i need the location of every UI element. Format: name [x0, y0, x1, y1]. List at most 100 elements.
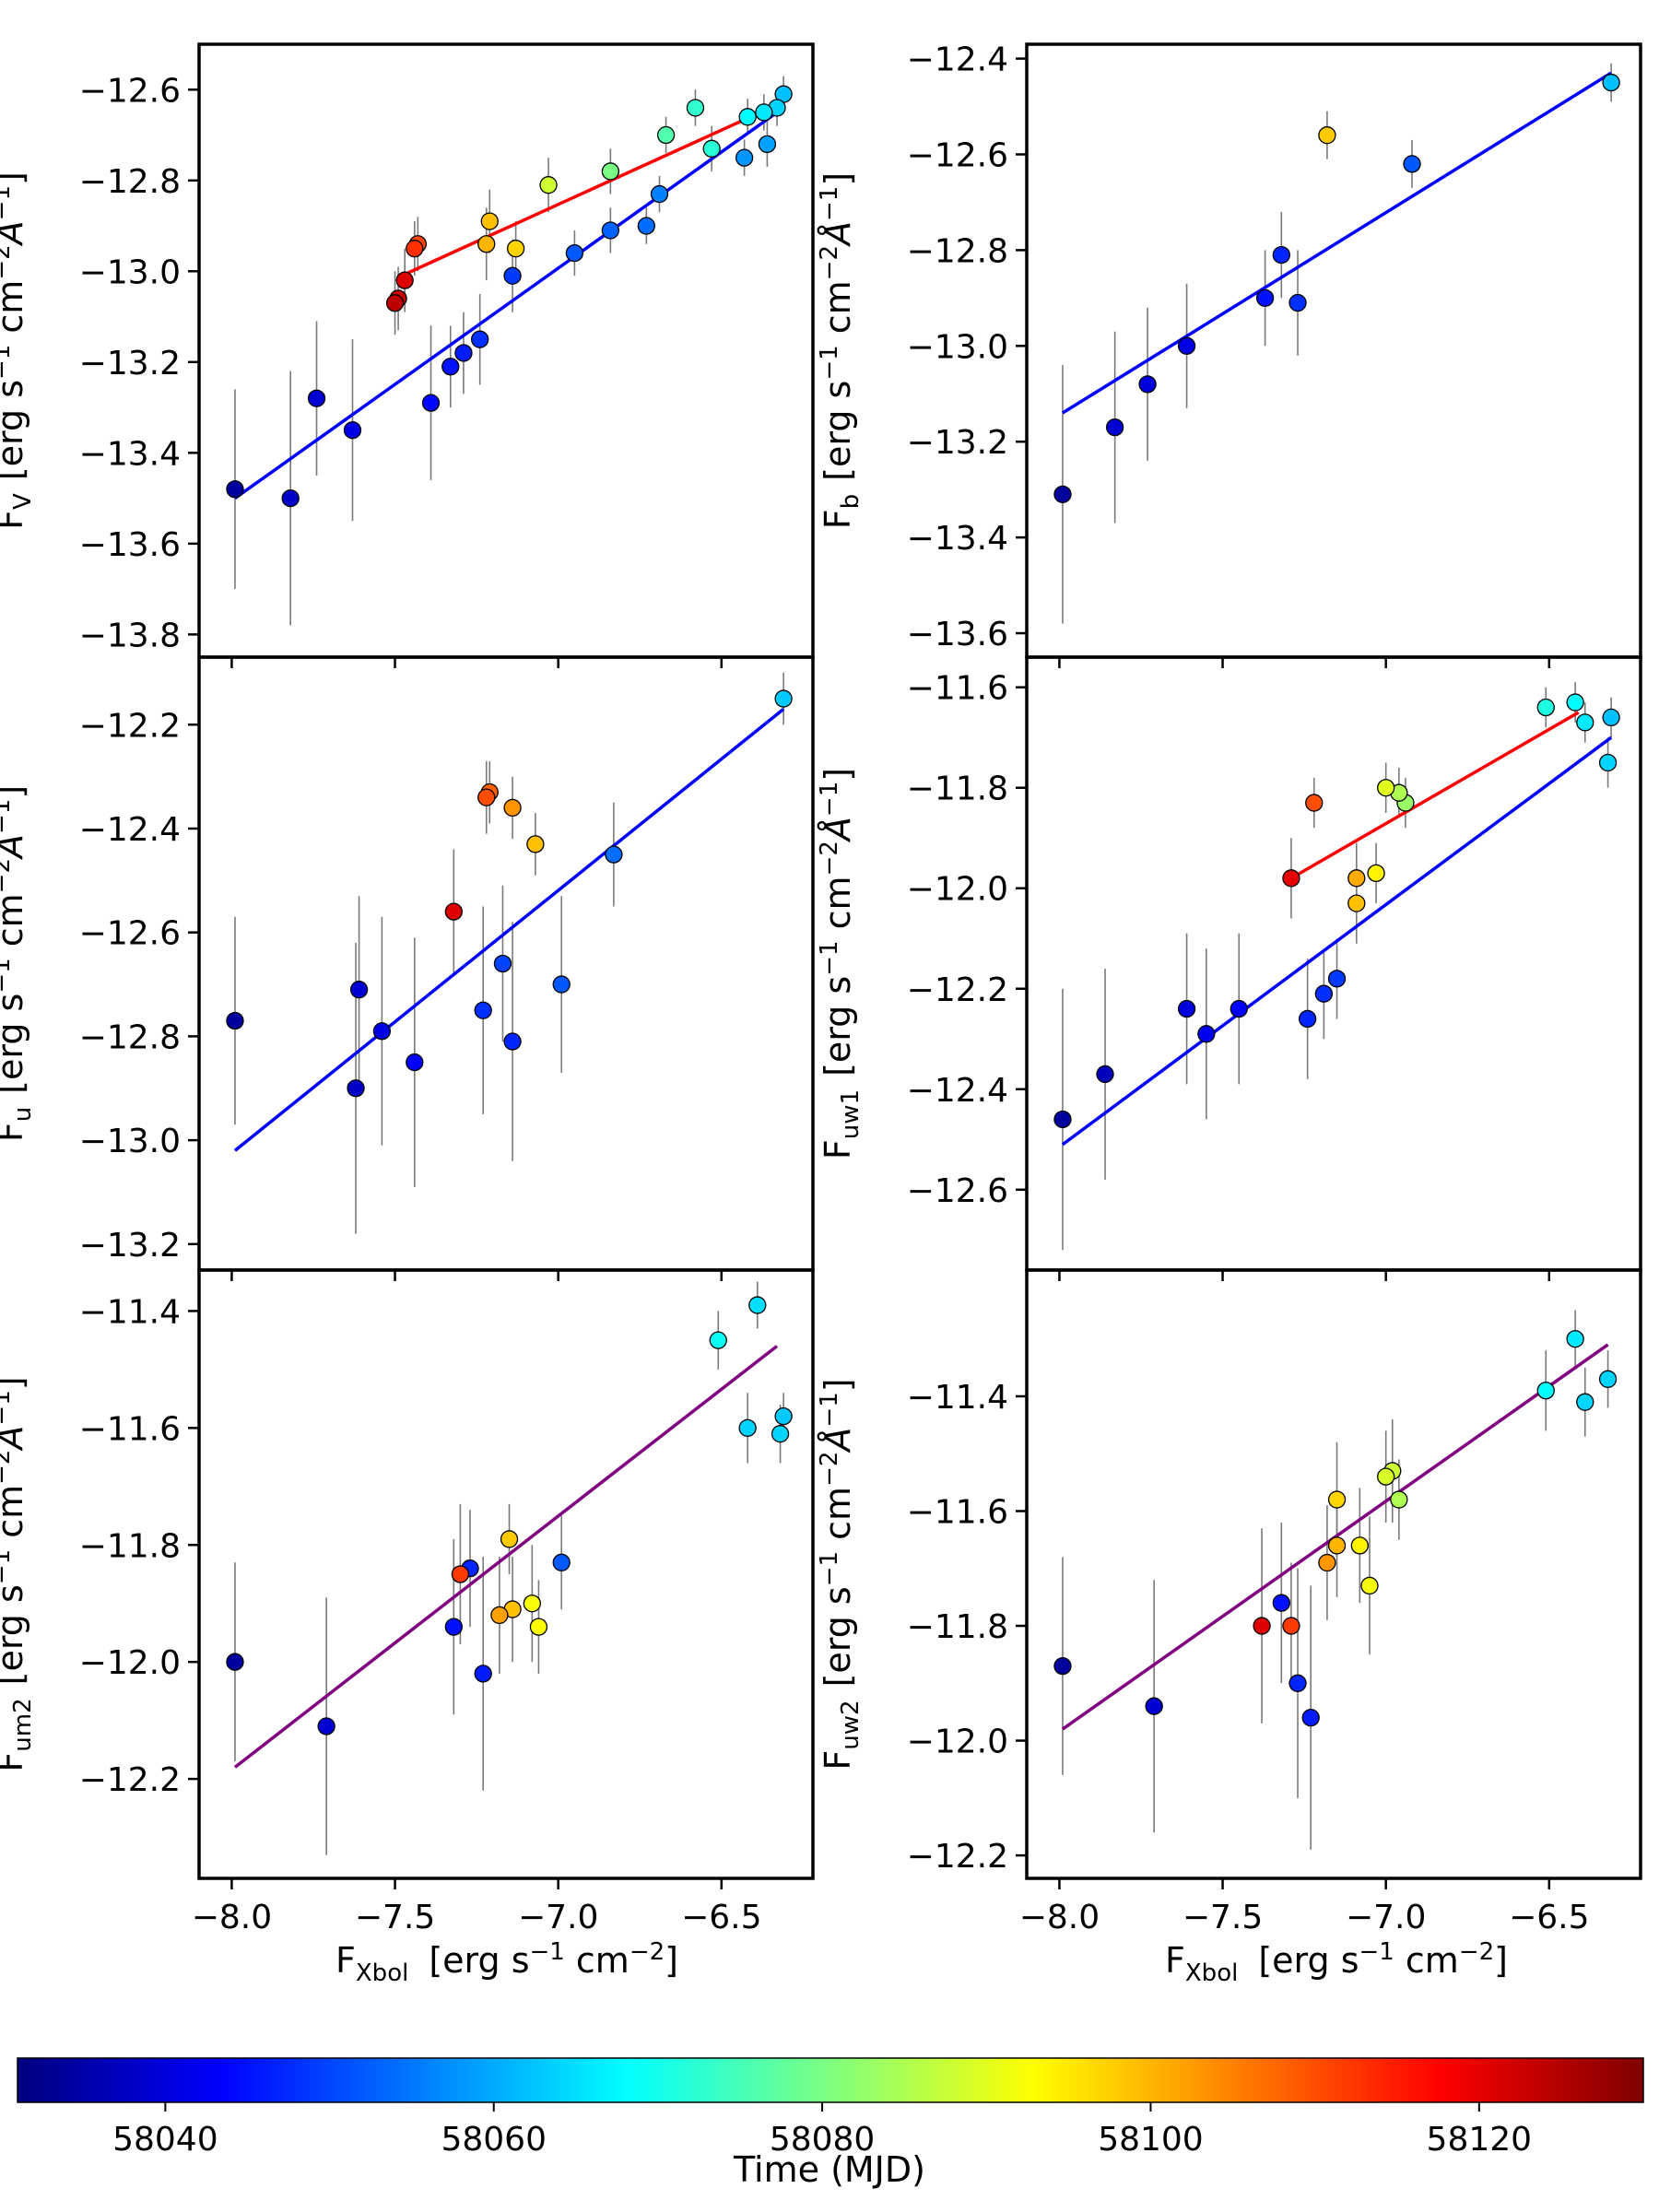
x-tick-label: −7.5: [355, 1899, 435, 1936]
data-point: [1299, 1009, 1317, 1029]
data-point: [774, 1407, 793, 1426]
y-tick-label: −13.0: [907, 328, 1008, 366]
y-tick-label: −12.6: [79, 72, 181, 110]
data-point: [406, 240, 424, 258]
data-point: [565, 243, 584, 263]
data-point: [281, 488, 300, 508]
fit-line: [400, 106, 771, 277]
data-point: [372, 1022, 392, 1041]
y-tick-label: −11.8: [79, 1527, 181, 1565]
y-tick-label: −11.8: [907, 771, 1008, 808]
data-point: [477, 788, 496, 806]
data-point: [1177, 336, 1196, 355]
data-point: [1576, 713, 1594, 732]
y-tick-label: −13.4: [907, 520, 1008, 558]
panel-f-um2: −12.2 −12.0 −11.8 −11.6 −11.4 −8.0 −7.5 −7.0 −6.…: [0, 1268, 815, 1936]
x-axis-label-right: FXbol [erg s−1 cm−2]: [1165, 1938, 1508, 1987]
y-axis-label: FV[erg s−1 cm−2Å−1]: [0, 171, 37, 530]
data-point: [1272, 245, 1290, 265]
data-point: [503, 1032, 522, 1051]
data-point: [503, 266, 522, 285]
y-tick-label: −11.8: [907, 1608, 1008, 1646]
data-point: [343, 421, 362, 440]
data-point: [1318, 1553, 1336, 1572]
y-tick-label: −12.8: [79, 1018, 181, 1056]
data-point: [650, 184, 669, 204]
data-point: [226, 480, 244, 499]
x-axis-label-left: FXbol [erg s−1 cm−2]: [335, 1938, 678, 1987]
y-tick-label: −12.2: [79, 707, 181, 745]
y-tick-label: −12.0: [907, 871, 1008, 909]
data-point: [1288, 293, 1307, 312]
fit-line: [1062, 71, 1613, 415]
y-tick-label: −13.2: [79, 345, 181, 382]
data-point: [601, 221, 620, 240]
colorbar-label: Time (MJD): [733, 2149, 925, 2190]
data-point: [1377, 779, 1395, 797]
data-point: [748, 1296, 767, 1314]
data-point: [1230, 999, 1248, 1018]
data-point: [702, 139, 721, 158]
data-point: [774, 689, 793, 708]
y-tick-label: −12.2: [907, 1838, 1008, 1876]
y-tick-label: −11.6: [907, 670, 1008, 708]
data-point: [444, 1618, 463, 1636]
colorbar-gradient: [17, 2057, 1644, 2103]
plot-frame: [1025, 1268, 1642, 1880]
y-tick-label: −12.0: [907, 1724, 1008, 1761]
y-tick-label: −13.4: [79, 435, 181, 473]
data-point: [1197, 1025, 1216, 1043]
data-point: [686, 99, 705, 117]
data-point: [1403, 155, 1421, 173]
colorbar-tick-label: 58060: [441, 2121, 547, 2159]
data-point: [755, 103, 773, 122]
data-point: [1377, 1467, 1395, 1486]
data-point: [317, 1717, 335, 1735]
y-axis-label: Fum2[erg s−1 cm−2Å−1]: [0, 1376, 37, 1771]
fit-line: [233, 106, 785, 500]
data-point: [735, 148, 754, 167]
y-tick-label: −13.2: [79, 1227, 181, 1265]
y-tick-label: −13.6: [79, 526, 181, 564]
data-point: [1145, 1697, 1163, 1715]
y-tick-label: −12.6: [907, 136, 1008, 174]
panel-f-uw1: −12.6 −12.4 −12.2 −12.0 −11.8 −11.6 Fuw1[erg s…: [816, 655, 1642, 1281]
data-point: [1602, 708, 1620, 727]
data-point: [1288, 1674, 1307, 1692]
data-point: [1053, 1110, 1072, 1129]
colorbar-tick-label: 58100: [1098, 2121, 1204, 2159]
colorbar-ticks: 58040 58060 58080 58100 58120: [112, 2102, 1532, 2159]
data-point: [1536, 698, 1555, 717]
data-point: [385, 294, 405, 312]
data-point: [493, 954, 512, 973]
y-axis-label: Fb[erg s−1 cm−2Å−1]: [816, 172, 865, 529]
data-point: [1598, 1370, 1618, 1388]
y-tick-label: −13.2: [907, 424, 1008, 462]
data-point: [1053, 485, 1072, 504]
y-axis-label: Fu[erg s−1 cm−2Å−1]: [0, 785, 37, 1142]
data-point: [1327, 970, 1347, 988]
data-point: [503, 798, 522, 818]
data-point: [1347, 894, 1366, 912]
data-point: [529, 1618, 548, 1636]
data-point: [1327, 1536, 1347, 1555]
data-point: [605, 845, 623, 864]
y-axis-label: Fuw1[erg s−1 cm−2Å−1]: [816, 768, 865, 1159]
panel-f-v: −13.8 −13.6 −13.4 −13.2 −13.0 −12.8 −12.6 FV[er…: [0, 42, 815, 668]
plot-frame: [1025, 655, 1642, 1272]
data-point: [1318, 126, 1336, 145]
data-point: [709, 1331, 727, 1349]
data-point: [539, 176, 558, 194]
data-point: [771, 1425, 790, 1443]
x-tick-label: −6.5: [681, 1899, 761, 1936]
data-point: [474, 1001, 492, 1019]
data-point: [758, 135, 777, 154]
data-point: [1177, 999, 1196, 1018]
y-tick-label: −12.6: [907, 1172, 1008, 1210]
data-point: [349, 981, 369, 999]
x-tick-label: −6.5: [1509, 1899, 1589, 1936]
data-point: [1350, 1536, 1369, 1555]
panel-f-uw2: −12.2 −12.0 −11.8 −11.6 −11.4 −8.0 −7.5 −7.0 −6.…: [816, 1268, 1642, 1936]
data-point: [471, 330, 489, 348]
data-point: [1367, 864, 1385, 883]
